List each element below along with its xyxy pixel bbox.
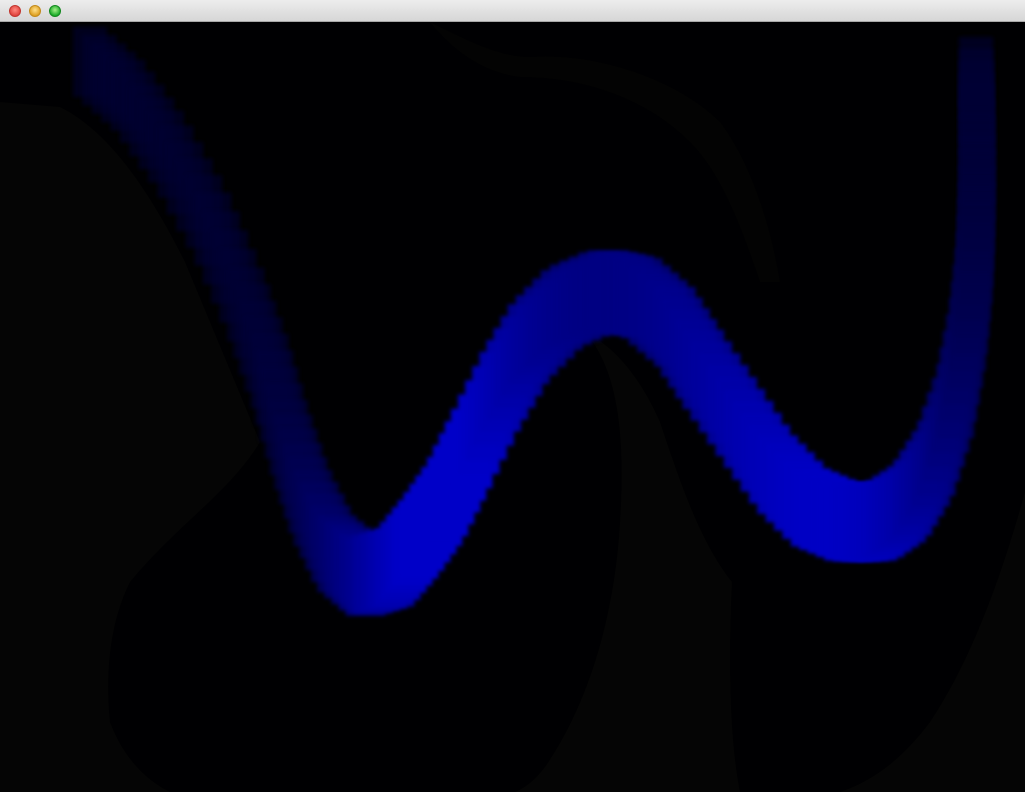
shadow-region-right xyxy=(840,492,1025,792)
shadow-region-center xyxy=(515,332,740,792)
wave-trail xyxy=(73,27,995,616)
trail-segment xyxy=(959,37,993,107)
title-bar[interactable] xyxy=(0,0,1025,22)
render-canvas[interactable] xyxy=(0,22,1025,792)
minimize-window-icon[interactable] xyxy=(29,5,41,17)
shadow-region-left xyxy=(0,102,260,792)
scene-drawing xyxy=(0,22,1025,792)
zoom-window-icon[interactable] xyxy=(49,5,61,17)
shadow-region-top xyxy=(430,22,780,282)
close-window-icon[interactable] xyxy=(9,5,21,17)
